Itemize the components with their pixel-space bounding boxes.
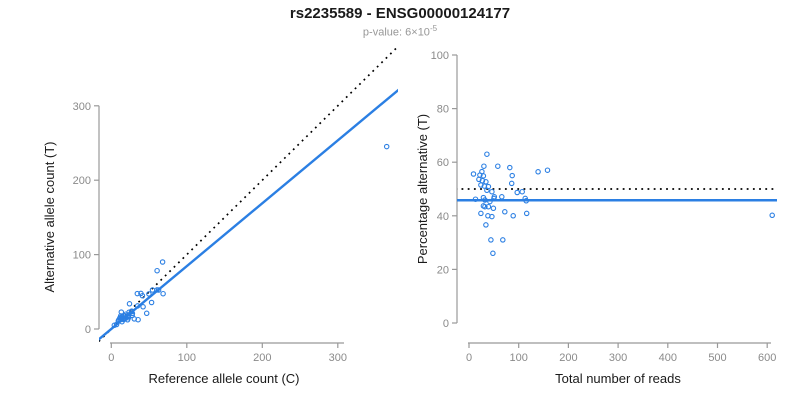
data-point — [143, 310, 150, 317]
data-point — [140, 304, 146, 310]
data-point — [470, 171, 477, 177]
data-point — [508, 180, 515, 187]
x-tick-label: 0 — [108, 352, 114, 364]
data-point — [488, 237, 494, 243]
data-point — [499, 194, 505, 200]
data-point — [519, 188, 525, 195]
data-point — [490, 205, 497, 212]
data-point — [159, 259, 166, 265]
y-tick-label: 100 — [431, 50, 449, 62]
x-tick-label: 100 — [510, 352, 528, 364]
data-point — [514, 189, 520, 196]
data-point — [523, 198, 529, 204]
x-tick-label: 300 — [609, 352, 627, 364]
data-point — [155, 287, 162, 293]
left-y-axis-label: Alternative allele count (T) — [42, 141, 57, 292]
data-point — [544, 167, 551, 173]
data-point — [480, 173, 487, 179]
pvalue-times-sign: × — [411, 26, 418, 39]
data-point — [119, 318, 125, 325]
left-x-axis-label: Reference allele count (C) — [148, 371, 299, 386]
panel-points — [470, 151, 775, 257]
data-point — [482, 203, 488, 210]
data-point — [134, 303, 141, 309]
data-point — [126, 301, 133, 307]
plot-panels: 0 100 200 300 0 100 200 300 0 20 40 60 80 100 0 100 200 3… — [73, 48, 777, 364]
y-tick-label: 40 — [437, 211, 449, 223]
data-point — [134, 290, 141, 297]
data-point — [129, 310, 136, 317]
data-point — [484, 187, 490, 194]
data-point — [478, 182, 484, 188]
data-point — [472, 196, 479, 202]
data-point — [146, 291, 152, 297]
x-tick-label: 200 — [559, 352, 577, 364]
data-point — [478, 210, 484, 217]
y-tick-label: 20 — [437, 264, 449, 276]
x-tick-label: 500 — [708, 352, 726, 364]
data-point — [148, 299, 155, 306]
data-point — [489, 188, 495, 195]
data-point — [485, 203, 492, 210]
data-point — [509, 172, 515, 179]
x-tick-label: 0 — [466, 352, 472, 364]
data-point — [135, 316, 141, 323]
x-tick-label: 100 — [178, 352, 196, 364]
pvalue-base: 10 — [417, 26, 430, 39]
panel-lines — [99, 48, 398, 343]
panel-left: 0 100 200 300 0 100 200 300 — [73, 48, 398, 364]
y-tick-label: 0 — [443, 318, 449, 330]
x-tick-label: 600 — [758, 352, 776, 364]
y-tick-label: 0 — [85, 324, 91, 336]
pvalue-label: p-value: — [362, 26, 403, 39]
data-point — [507, 164, 513, 171]
data-point — [481, 163, 487, 169]
right-y-axis-label: Percentage alternative (T) — [415, 114, 430, 264]
identity-line — [99, 48, 398, 343]
data-point — [769, 212, 775, 219]
y-tick-label: 300 — [73, 101, 91, 113]
data-point — [500, 237, 506, 243]
data-point — [535, 169, 541, 175]
data-point — [483, 222, 489, 228]
x-tick-label: 300 — [329, 352, 347, 364]
data-point — [484, 151, 490, 157]
panel-lines — [457, 188, 777, 202]
data-point — [502, 209, 508, 215]
data-point — [154, 267, 160, 274]
data-point — [139, 292, 146, 299]
data-point — [124, 317, 131, 323]
panel-right: 0 20 40 60 80 100 0 100 200 300 400 500 600 — [431, 50, 777, 364]
data-point — [383, 143, 390, 150]
pvalue-exponent: -5 — [429, 24, 438, 33]
x-tick-label: 400 — [659, 352, 677, 364]
y-tick-label: 60 — [437, 157, 449, 169]
data-point — [487, 198, 493, 205]
pvalue-mantissa: 6 — [405, 26, 412, 39]
data-point — [510, 213, 516, 219]
panel-points — [111, 143, 390, 329]
data-point — [489, 213, 495, 220]
y-tick-label: 100 — [73, 250, 91, 262]
data-point — [113, 321, 120, 328]
data-point — [495, 163, 501, 169]
pvalue-subtitle: p-value: 6×10-5 — [0, 24, 800, 39]
fit-line — [99, 88, 398, 341]
data-point — [160, 290, 166, 297]
y-tick-label: 80 — [437, 104, 449, 116]
page-title: rs2235589 - ENSG00000124177 — [289, 5, 511, 22]
x-tick-label: 200 — [253, 352, 271, 364]
y-tick-label: 200 — [73, 175, 91, 187]
data-point — [523, 210, 530, 217]
data-point — [482, 197, 488, 203]
data-point — [490, 250, 496, 257]
right-x-axis-label: Total number of reads — [555, 371, 681, 386]
data-point — [491, 195, 497, 202]
